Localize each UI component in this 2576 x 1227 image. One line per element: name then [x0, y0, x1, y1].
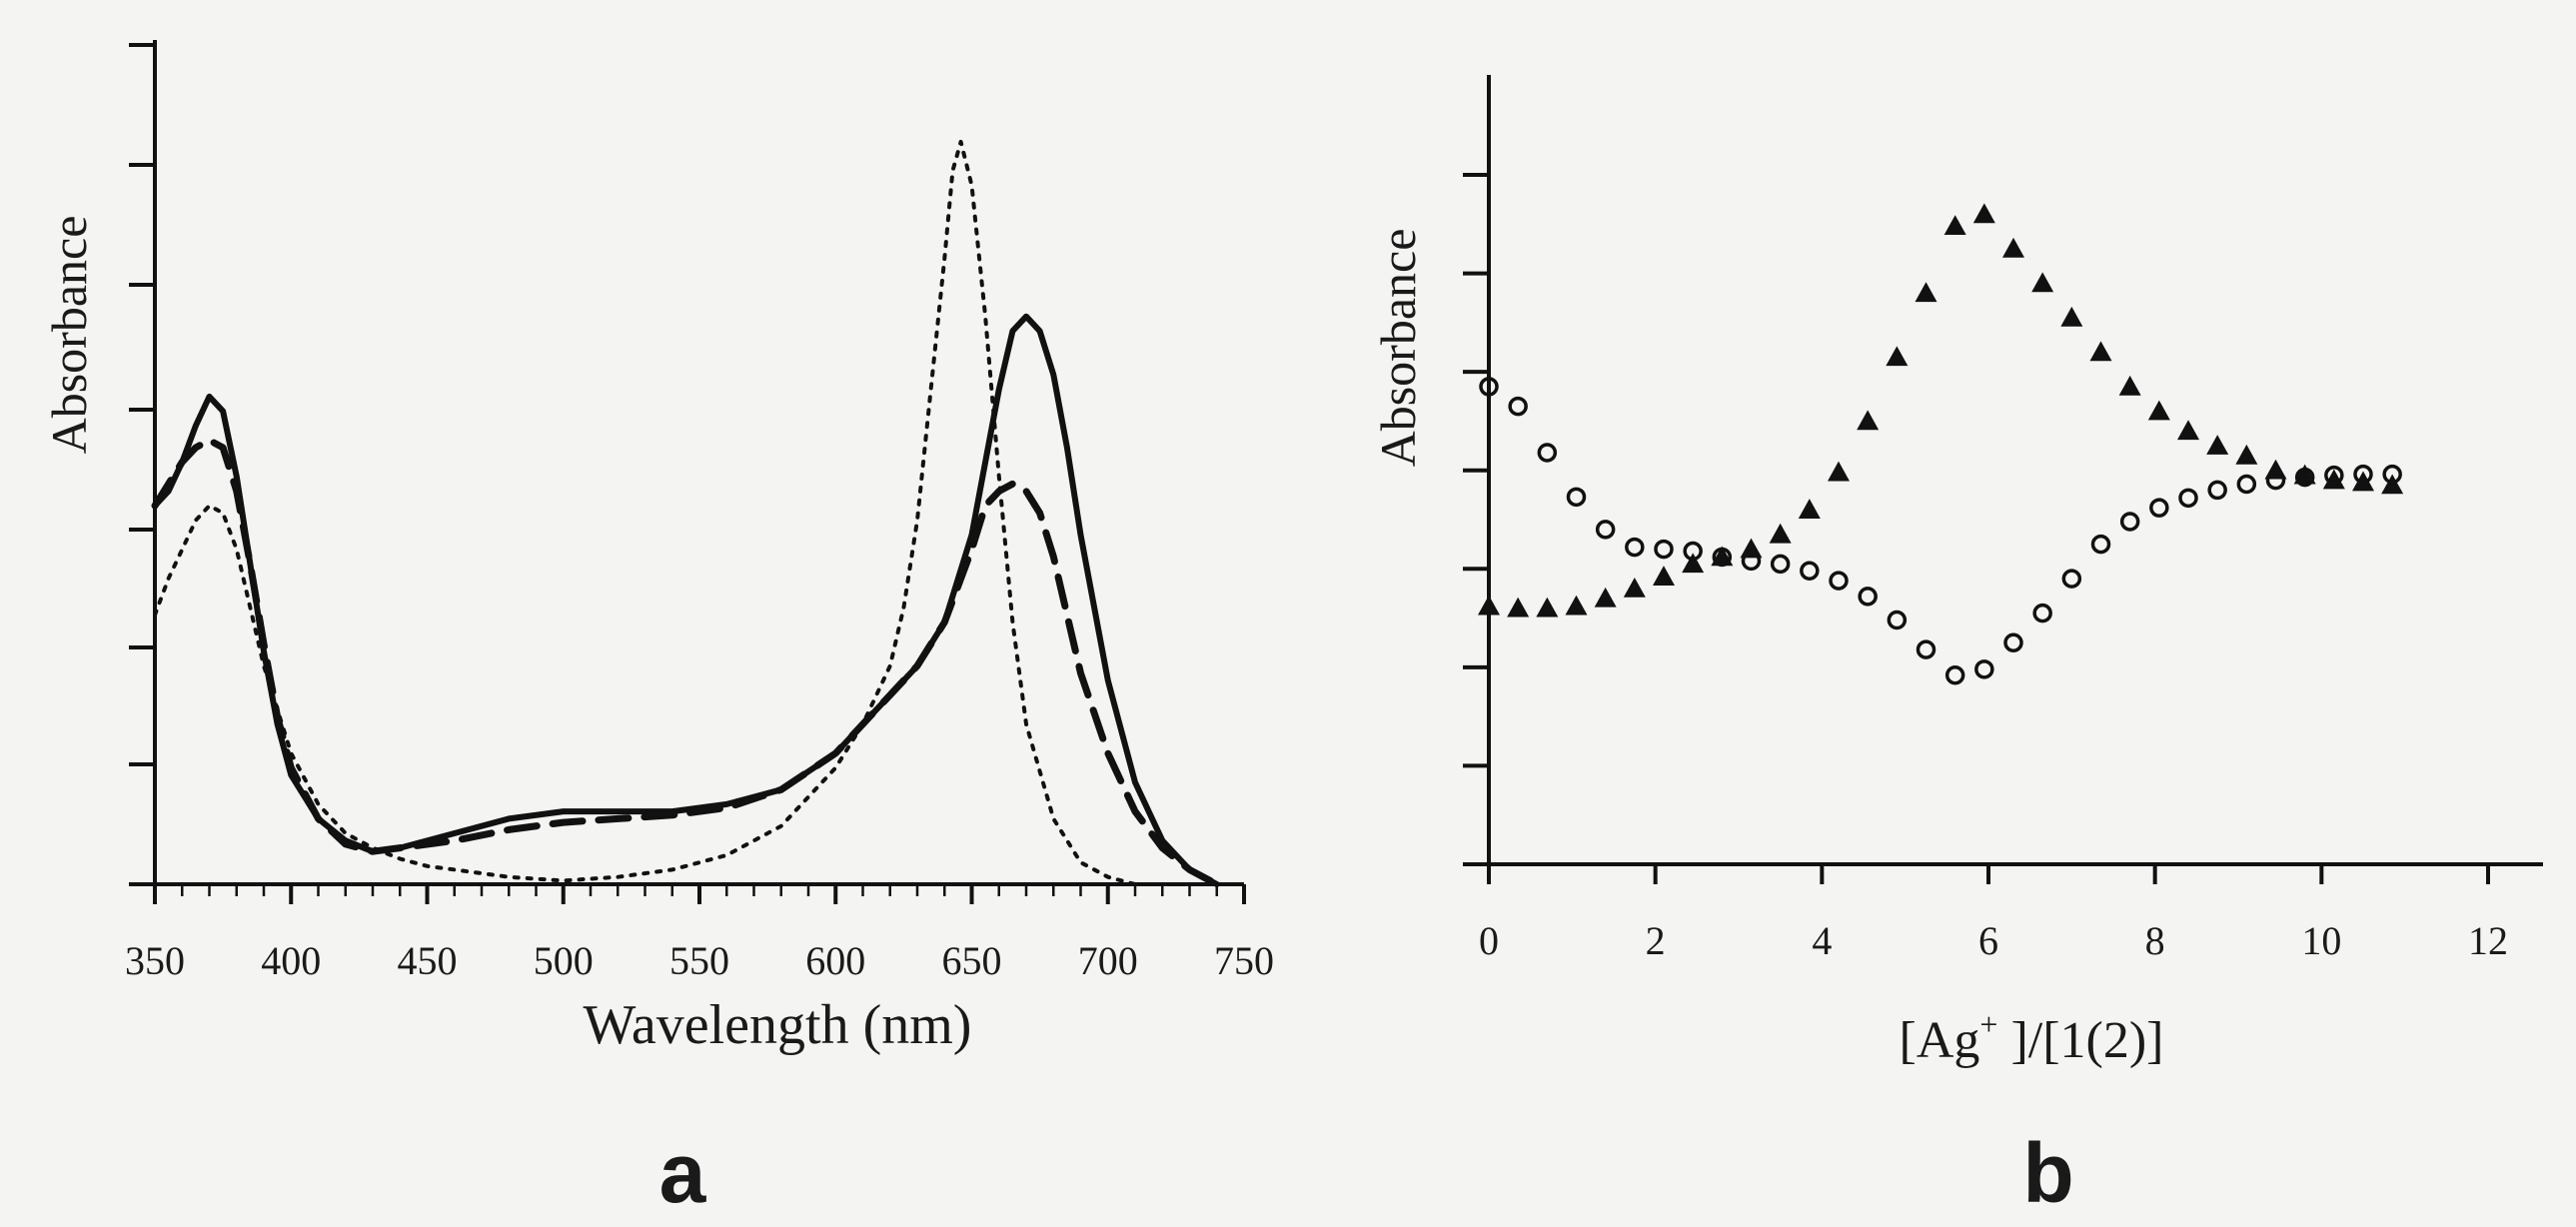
circle-point [1683, 541, 1703, 562]
circle-point [2032, 603, 2052, 623]
triangle-point [1653, 566, 1675, 586]
circle-point [2324, 465, 2344, 486]
panel-b-y-axis-label: Absorbance [1370, 229, 1426, 468]
panel-b-series [1478, 203, 2404, 685]
triangle-point [1798, 499, 1821, 519]
triangle-point [1507, 597, 1530, 617]
circle-point [1887, 610, 1908, 630]
panel-b-x-axis-label-base: [Ag [1900, 1012, 1980, 1069]
circle-point [1770, 554, 1791, 575]
triangle-point [1828, 461, 1850, 482]
circle-point [1625, 537, 1645, 558]
panel-b-axes [1463, 75, 2543, 884]
triangle-point [1972, 203, 1995, 224]
circle-point [1741, 551, 1762, 572]
x-tick-label: 4 [1812, 918, 1832, 963]
x-tick-label: 600 [805, 938, 865, 983]
circle-point [2236, 474, 2257, 495]
triangle-point [2322, 469, 2345, 490]
circle-point [2353, 464, 2373, 485]
series-line-dashed [151, 437, 1221, 888]
circle-point [1537, 443, 1558, 463]
panel-a-x-tick-labels: 350 400 450 500 550 600 650 700 750 [125, 938, 1274, 983]
triangle-point [2235, 444, 2258, 465]
circle-point [1508, 396, 1528, 417]
circle-point [1566, 487, 1587, 508]
circle-point [2119, 512, 2140, 532]
x-tick-label: 10 [2301, 918, 2341, 963]
circle-point [1595, 520, 1616, 540]
triangle-point [1536, 597, 1559, 617]
circle-point [1800, 561, 1820, 582]
triangle-point [1915, 282, 1937, 303]
circle-point [2090, 534, 2111, 555]
x-tick-label: 500 [534, 938, 594, 983]
panel-b-chart: 0 2 4 6 8 10 12 Absorbance [Ag+ ]/[1(2)] b [1370, 75, 2543, 1220]
triangle-point [1769, 523, 1792, 544]
circle-point [1479, 377, 1499, 397]
panel-a-x-axis-label: Wavelength (nm) [584, 994, 972, 1056]
circle-point [2149, 498, 2169, 518]
x-tick-label: 12 [2468, 918, 2508, 963]
circle-point [1712, 547, 1733, 568]
triangle-point [2002, 237, 2024, 258]
circle-point [2207, 480, 2227, 501]
triangle-point [2147, 400, 2170, 421]
circle-point [2382, 464, 2402, 485]
triangle-point [1478, 595, 1500, 615]
x-tick-label: 750 [1214, 938, 1274, 983]
triangle-point [2206, 435, 2229, 455]
panel-b-x-axis-label: [Ag+ ]/[1(2)] [1900, 1006, 2164, 1069]
circle-point [2294, 467, 2315, 488]
panel-a-chart: 350 400 450 500 550 600 650 700 750 Absorbance W… [41, 40, 1274, 1220]
circle-point [1974, 659, 1994, 679]
panel-a-label: a [659, 1126, 707, 1220]
triangle-point [2118, 375, 2141, 396]
x-tick-label: 2 [1646, 918, 1666, 963]
x-tick-label: 6 [1978, 918, 1998, 963]
x-tick-label: 700 [1078, 938, 1138, 983]
panel-a-axes [129, 40, 1246, 904]
triangle-point [1623, 578, 1646, 598]
circle-point [1944, 664, 1965, 685]
panel-a-y-axis-label: Absorbance [41, 216, 97, 455]
triangle-point [2293, 464, 2316, 485]
series-line-dotted [153, 139, 1137, 886]
x-tick-label: 450 [398, 938, 458, 983]
panel-b-x-axis-label-sup: + [1979, 1006, 1997, 1042]
triangle-point [1565, 595, 1588, 615]
triangle-point [2177, 420, 2199, 441]
circle-point [2061, 569, 2082, 589]
circle-point [1654, 539, 1674, 560]
x-tick-label: 650 [942, 938, 1002, 983]
triangle-point [1857, 410, 1880, 431]
triangle-point [1682, 553, 1705, 574]
circle-point [1858, 587, 1878, 607]
x-tick-label: 8 [2145, 918, 2165, 963]
x-tick-label: 550 [669, 938, 729, 983]
x-tick-label: 350 [125, 938, 185, 983]
circle-point [2265, 470, 2286, 491]
triangle-point [1740, 538, 1763, 559]
circle-point [2178, 488, 2198, 509]
circle-point [1829, 571, 1849, 591]
x-tick-label: 0 [1479, 918, 1499, 963]
panel-b-x-tick-labels: 0 2 4 6 8 10 12 [1479, 918, 2508, 963]
x-tick-label: 400 [261, 938, 321, 983]
triangle-point [1594, 587, 1617, 608]
triangle-point [1886, 346, 1909, 367]
triangle-point [2060, 306, 2083, 327]
panel-b-label: b [2022, 1126, 2073, 1220]
panel-a-series [151, 139, 1221, 888]
panel-b-x-axis-label-tail: ]/[1(2)] [1997, 1012, 2163, 1069]
triangle-point [2089, 341, 2112, 362]
circle-point [2003, 632, 2023, 652]
triangle-point [2031, 272, 2054, 293]
triangle-point [1943, 215, 1966, 236]
series-line-solid [152, 313, 1220, 887]
circle-point [1916, 639, 1936, 659]
